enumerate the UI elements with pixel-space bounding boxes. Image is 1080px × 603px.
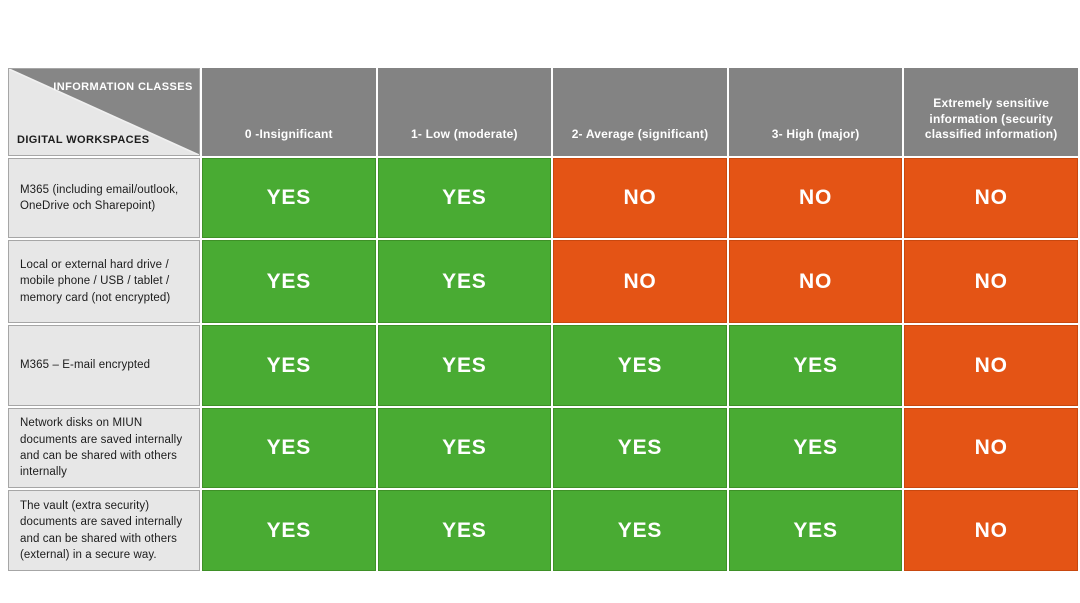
matrix-cell: NO (728, 158, 903, 238)
matrix-cell: NO (728, 240, 903, 323)
column-header-low: 1- Low (moderate) (377, 68, 552, 156)
matrix-cell: YES (202, 325, 376, 406)
row-label-network-disks: Network disks on MIUN documents are save… (8, 408, 200, 488)
matrix-cell: YES (377, 325, 552, 406)
row-label-m365: M365 (including email/outlook, OneDrive … (8, 158, 200, 238)
matrix-cell: NO (904, 240, 1078, 323)
row-label-m365-email-encrypted: M365 – E-mail encrypted (8, 325, 200, 406)
column-header-average: 2- Average (significant) (553, 68, 727, 156)
matrix-cell: YES (728, 408, 903, 488)
matrix-cell: YES (553, 408, 727, 488)
matrix-cell: YES (202, 490, 376, 571)
matrix-cell: YES (553, 490, 727, 571)
matrix-cell: NO (904, 325, 1078, 406)
matrix-cell: NO (904, 158, 1078, 238)
matrix-cell: YES (377, 240, 552, 323)
matrix-cell: NO (553, 240, 727, 323)
corner-header-cell: INFORMATION CLASSES DIGITAL WORKSPACES (8, 68, 200, 156)
row-label-local-external-drive: Local or external hard drive / mobile ph… (8, 240, 200, 323)
matrix-cell: NO (904, 490, 1078, 571)
matrix-cell: YES (728, 325, 903, 406)
matrix-cell: YES (553, 325, 727, 406)
matrix-cell: YES (377, 490, 552, 571)
diagonal-divider (9, 69, 199, 155)
matrix-cell: NO (553, 158, 727, 238)
information-classes-label: INFORMATION CLASSES (53, 81, 193, 93)
classification-matrix-table: INFORMATION CLASSES DIGITAL WORKSPACES 0… (8, 68, 1078, 573)
matrix-cell: YES (728, 490, 903, 571)
matrix-cell: YES (202, 408, 376, 488)
digital-workspaces-label: DIGITAL WORKSPACES (17, 134, 150, 146)
column-header-extremely-sensitive: Extremely sensitive information (securit… (904, 68, 1078, 156)
row-label-the-vault: The vault (extra security) documents are… (8, 490, 200, 571)
matrix-cell: YES (377, 408, 552, 488)
matrix-cell: NO (904, 408, 1078, 488)
matrix-cell: YES (202, 240, 376, 323)
column-header-high: 3- High (major) (728, 68, 903, 156)
matrix-cell: YES (202, 158, 376, 238)
matrix-cell: YES (377, 158, 552, 238)
column-header-insignificant: 0 -Insignificant (202, 68, 376, 156)
